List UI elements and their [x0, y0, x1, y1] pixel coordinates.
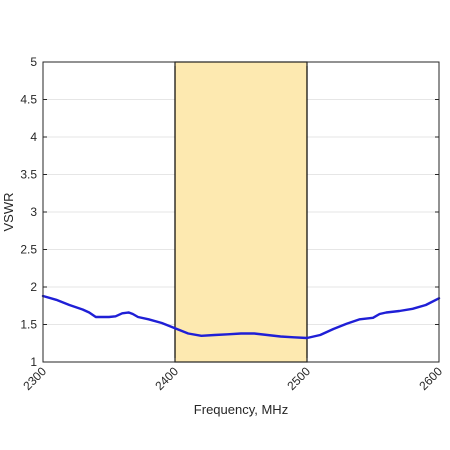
y-tick-label: 3 — [30, 205, 37, 219]
highlight-band — [174, 61, 308, 363]
y-tick-label: 4.5 — [20, 93, 37, 107]
y-tick-label: 2.5 — [20, 243, 37, 257]
series-layer — [41, 294, 441, 340]
y-tick-label: 3.5 — [20, 168, 37, 182]
y-axis-label: VSWR — [1, 193, 16, 232]
x-axis-label: Frequency, MHz — [194, 402, 288, 417]
y-tick-label: 1.5 — [20, 318, 37, 332]
vswr-series-line — [41, 294, 441, 340]
y-tick-label: 1 — [30, 355, 37, 369]
y-tick-label: 2 — [30, 280, 37, 294]
y-tick-label: 4 — [30, 130, 37, 144]
band-layer — [174, 61, 308, 363]
y-tick-label: 5 — [30, 55, 37, 69]
